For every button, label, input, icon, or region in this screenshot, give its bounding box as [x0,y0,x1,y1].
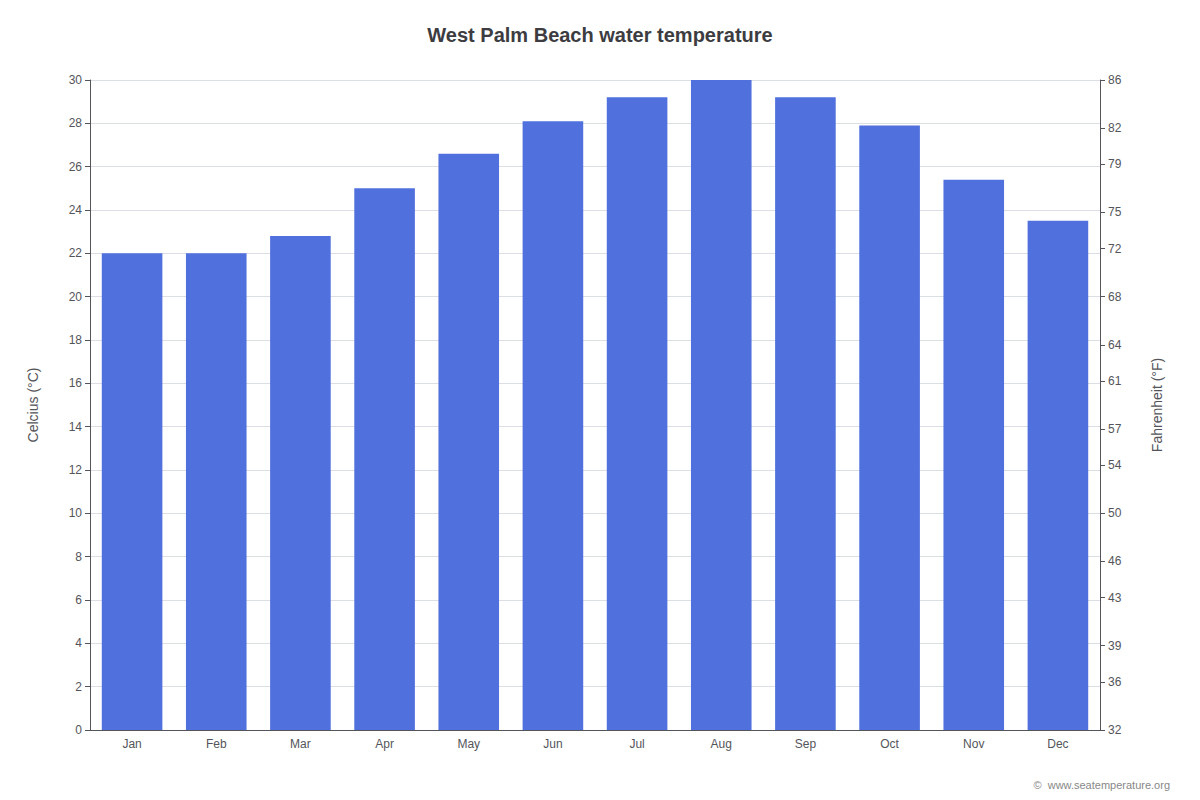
svg-text:0: 0 [75,723,82,737]
svg-text:72: 72 [1108,242,1122,256]
svg-text:Jan: Jan [122,737,141,751]
svg-text:75: 75 [1108,205,1122,219]
svg-text:© www.seatemperature.org: © www.seatemperature.org [1034,779,1171,791]
svg-text:61: 61 [1108,374,1122,388]
svg-text:30: 30 [69,73,83,87]
svg-text:Jun: Jun [543,737,562,751]
svg-text:6: 6 [75,593,82,607]
svg-text:86: 86 [1108,73,1122,87]
svg-text:Jul: Jul [629,737,644,751]
svg-text:32: 32 [1108,723,1122,737]
svg-text:Aug: Aug [711,737,732,751]
svg-text:43: 43 [1108,591,1122,605]
svg-text:50: 50 [1108,506,1122,520]
svg-text:Celcius (°C): Celcius (°C) [25,368,41,443]
svg-text:2: 2 [75,680,82,694]
svg-text:4: 4 [75,636,82,650]
svg-text:Mar: Mar [290,737,311,751]
svg-text:16: 16 [69,376,83,390]
svg-text:12: 12 [69,463,83,477]
svg-text:14: 14 [69,420,83,434]
svg-text:May: May [457,737,480,751]
svg-text:54: 54 [1108,458,1122,472]
svg-text:57: 57 [1108,422,1122,436]
svg-text:Sep: Sep [795,737,817,751]
svg-text:18: 18 [69,333,83,347]
svg-text:22: 22 [69,246,83,260]
svg-text:28: 28 [69,116,83,130]
svg-text:24: 24 [69,203,83,217]
svg-text:Fahrenheit (°F): Fahrenheit (°F) [1149,358,1165,452]
svg-text:Oct: Oct [880,737,899,751]
svg-text:Apr: Apr [375,737,394,751]
svg-text:8: 8 [75,550,82,564]
svg-text:46: 46 [1108,554,1122,568]
svg-text:68: 68 [1108,290,1122,304]
svg-text:Nov: Nov [963,737,984,751]
svg-text:36: 36 [1108,675,1122,689]
svg-text:10: 10 [69,506,83,520]
svg-text:82: 82 [1108,121,1122,135]
svg-text:39: 39 [1108,639,1122,653]
svg-text:Dec: Dec [1047,737,1068,751]
svg-text:26: 26 [69,160,83,174]
svg-text:20: 20 [69,290,83,304]
svg-text:79: 79 [1108,157,1122,171]
svg-text:Feb: Feb [206,737,227,751]
svg-text:West Palm Beach water temperat: West Palm Beach water temperature [427,24,772,46]
svg-text:64: 64 [1108,338,1122,352]
